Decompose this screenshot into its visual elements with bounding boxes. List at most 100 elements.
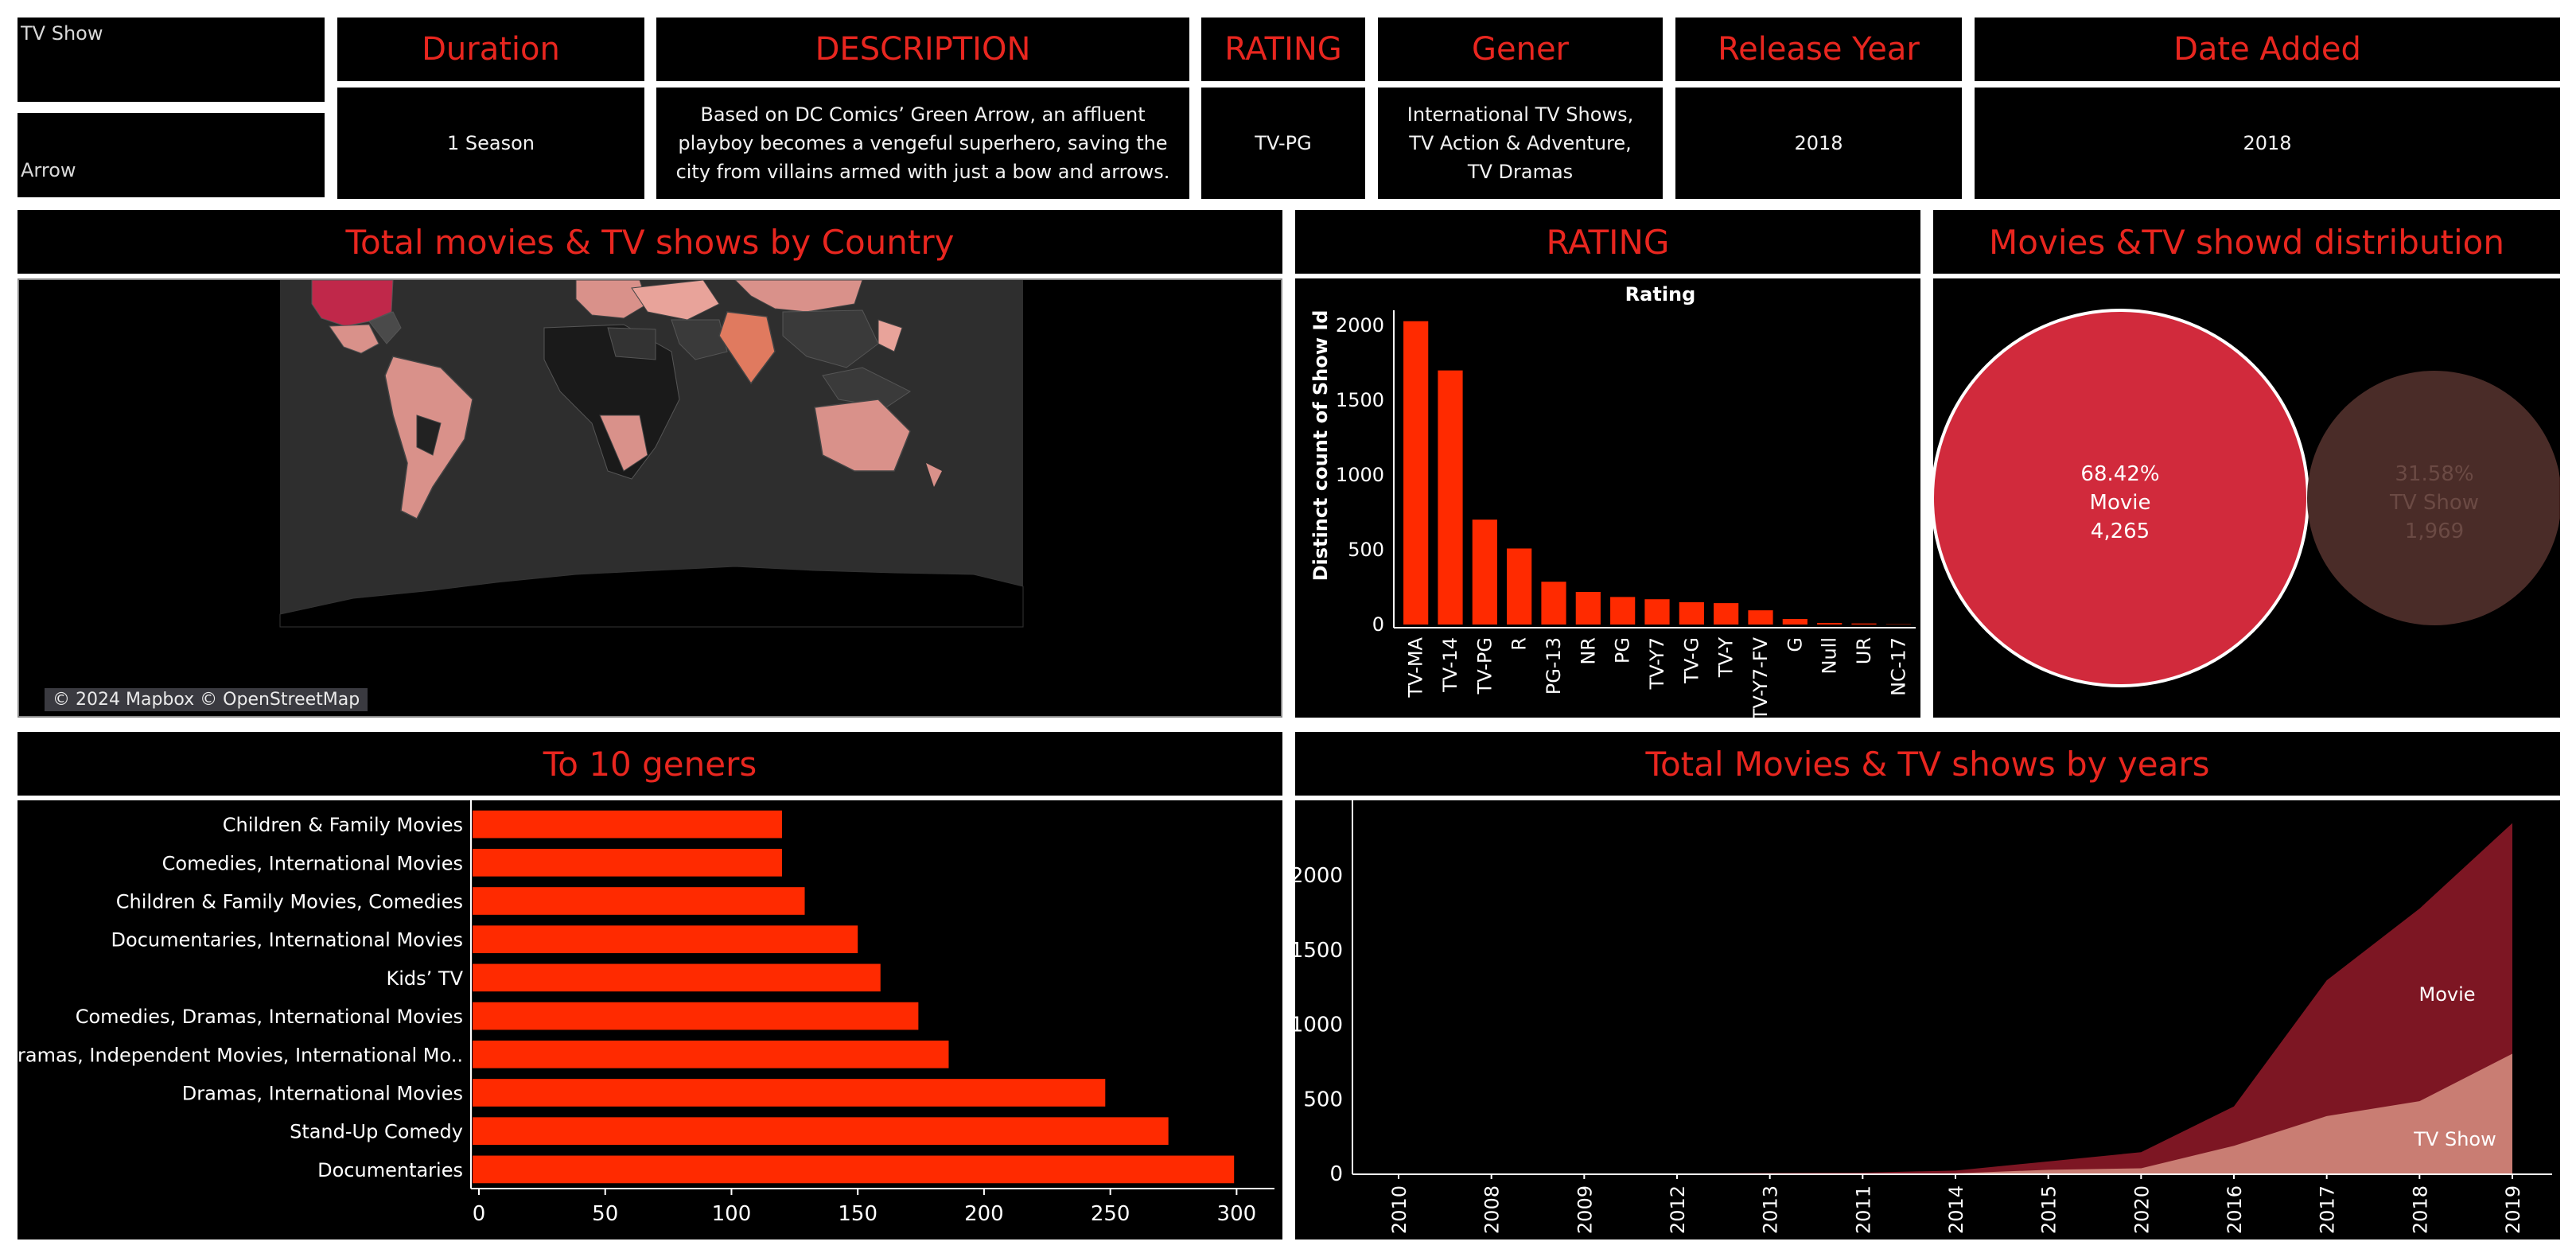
country-map[interactable]: © 2024 Mapbox © OpenStreetMap [18, 278, 1282, 718]
years-chart: 0 500 1000 1500 2000 2010 2008 2009 2012 2013 2011… [1290, 800, 2560, 1239]
map-india [718, 311, 776, 385]
map-usa [311, 280, 394, 327]
map-europe [575, 280, 648, 319]
map-australia [814, 399, 911, 472]
years-x-tick: 2008 [1481, 1185, 1504, 1234]
years-x-tick: 2020 [2130, 1185, 2153, 1234]
genres-x-tick: 50 [592, 1202, 618, 1226]
description-value: Based on DC Comics’ Green Arrow, an affl… [656, 88, 1189, 199]
years-y-tick: 2000 [1295, 864, 1343, 888]
tvshow-label: TV Show [2389, 491, 2479, 515]
rating-bar [1610, 597, 1636, 625]
rating-bar [1472, 520, 1497, 625]
date-added-value: 2018 [1975, 88, 2560, 199]
genre-label: Children & Family Movies [223, 814, 463, 836]
years-y-tick: 500 [1303, 1088, 1343, 1111]
genre-label: Dramas, International Movies [182, 1083, 463, 1105]
years-y-tick: 1000 [1295, 1014, 1343, 1037]
rating-x-tick: TV-G [1680, 637, 1702, 684]
genre-bar [473, 1155, 1235, 1184]
genre-label: Comedies, Dramas, International Movies [76, 1006, 463, 1028]
title-filter[interactable]: Arrow [18, 113, 325, 197]
rating-bar [1679, 601, 1704, 625]
years-title: Total Movies & TV shows by years [1295, 732, 2560, 796]
years-x-tick: 2016 [2224, 1185, 2246, 1234]
tvshow-count: 1,969 [2405, 520, 2464, 543]
description-header: DESCRIPTION [656, 18, 1189, 81]
map-canada-mexico [329, 324, 379, 354]
genre-label: Stand-Up Comedy [290, 1121, 463, 1143]
release-year-header: Release Year [1675, 18, 1962, 81]
genre-header: Gener [1378, 18, 1663, 81]
genre-bar [473, 963, 881, 992]
type-filter-label: TV Show [21, 22, 103, 45]
genres-x-tick: 150 [838, 1202, 877, 1226]
movie-percent: 68.42% [2080, 462, 2159, 486]
genres-x-tick: 0 [473, 1202, 486, 1226]
rating-bar [1851, 623, 1877, 625]
genre-label: Kids’ TV [387, 967, 464, 990]
date-added-header: Date Added [1975, 18, 2560, 81]
genre-bar [473, 1117, 1169, 1146]
rating-y-axis-label: Distinct count of Show Id [1309, 310, 1332, 582]
rating-bar [1403, 321, 1429, 625]
genre-bar [473, 810, 782, 839]
movie-label: Movie [2090, 491, 2151, 515]
rating-x-tick: NR [1577, 637, 1599, 665]
rating-y-tick: 1000 [1336, 464, 1384, 486]
duration-value: 1 Season [337, 88, 644, 199]
distribution-title: Movies &TV showd distribution [1933, 210, 2560, 274]
rating-bar [1438, 370, 1463, 625]
distribution-bubbles: 68.42% Movie 4,265 31.58% TV Show 1,969 [1931, 309, 2562, 687]
genre-label: Documentaries, International Movies [111, 929, 463, 952]
map-antarctica [279, 566, 1024, 628]
map-title: Total movies & TV shows by Country [18, 210, 1282, 274]
genre-label: Children & Family Movies, Comedies [116, 891, 463, 913]
rating-bar [1817, 623, 1843, 625]
rating-bar [1782, 619, 1807, 625]
genres-bar-chart: 0 50 100 150 200 250 300 Children & Family Movi… [3, 800, 1274, 1226]
years-x-tick: 2014 [1945, 1185, 1967, 1234]
rating-bar [1541, 582, 1566, 625]
rating-x-tick: R [1508, 637, 1531, 651]
years-x-tick: 2013 [1760, 1185, 1782, 1234]
rating-x-tick: PG-13 [1543, 637, 1565, 695]
rating-bar [1507, 548, 1532, 625]
duration-header: Duration [337, 18, 644, 81]
release-year-value: 2018 [1675, 88, 1962, 199]
genres-chart: 0 50 100 150 200 250 300 Children & Family Movi… [3, 800, 1282, 1239]
rating-x-tick: TV-Y7 [1646, 637, 1668, 690]
title-filter-label: Arrow [21, 159, 76, 181]
rating-bar [1575, 591, 1601, 625]
type-filter[interactable]: TV Show [18, 18, 325, 102]
rating-x-tick: TV-Y7-FV [1749, 636, 1772, 718]
years-x-tick: 2019 [2502, 1185, 2524, 1234]
tvshow-percent: 31.58% [2395, 462, 2473, 486]
world-map[interactable] [19, 280, 1281, 716]
tvshow-series-label: TV Show [2413, 1128, 2496, 1150]
genre-label: Documentaries [317, 1159, 463, 1181]
rating-y-tick: 2000 [1336, 314, 1384, 337]
genre-bar [473, 1079, 1106, 1107]
genre-value: International TV Shows, TV Action & Adve… [1378, 88, 1663, 199]
rating-x-tick: G [1784, 637, 1806, 652]
years-x-tick: 2010 [1388, 1185, 1411, 1234]
rating-chart-title: Rating [1625, 283, 1696, 305]
years-y-tick: 1500 [1295, 939, 1343, 963]
distribution-chart: 68.42% Movie 4,265 31.58% TV Show 1,969 [1931, 278, 2562, 718]
years-x-tick: 2018 [2409, 1185, 2431, 1234]
tvshow-bubble[interactable] [2307, 371, 2562, 625]
rating-x-tick: TV-14 [1439, 637, 1461, 693]
years-y-tick: 0 [1329, 1162, 1343, 1186]
rating-bar [1748, 610, 1773, 625]
rating-title: RATING [1295, 210, 1920, 274]
map-attribution: © 2024 Mapbox © OpenStreetMap [45, 688, 368, 711]
rating-header: RATING [1201, 18, 1365, 81]
genres-x-tick: 200 [964, 1202, 1004, 1226]
rating-y-tick: 0 [1372, 613, 1384, 636]
genres-title: To 10 geners [18, 732, 1282, 796]
rating-x-tick: UR [1853, 637, 1875, 664]
genre-label: Comedies, International Movies [162, 852, 463, 874]
years-x-tick: 2011 [1852, 1185, 1874, 1234]
rating-y-tick: 1500 [1336, 389, 1384, 411]
